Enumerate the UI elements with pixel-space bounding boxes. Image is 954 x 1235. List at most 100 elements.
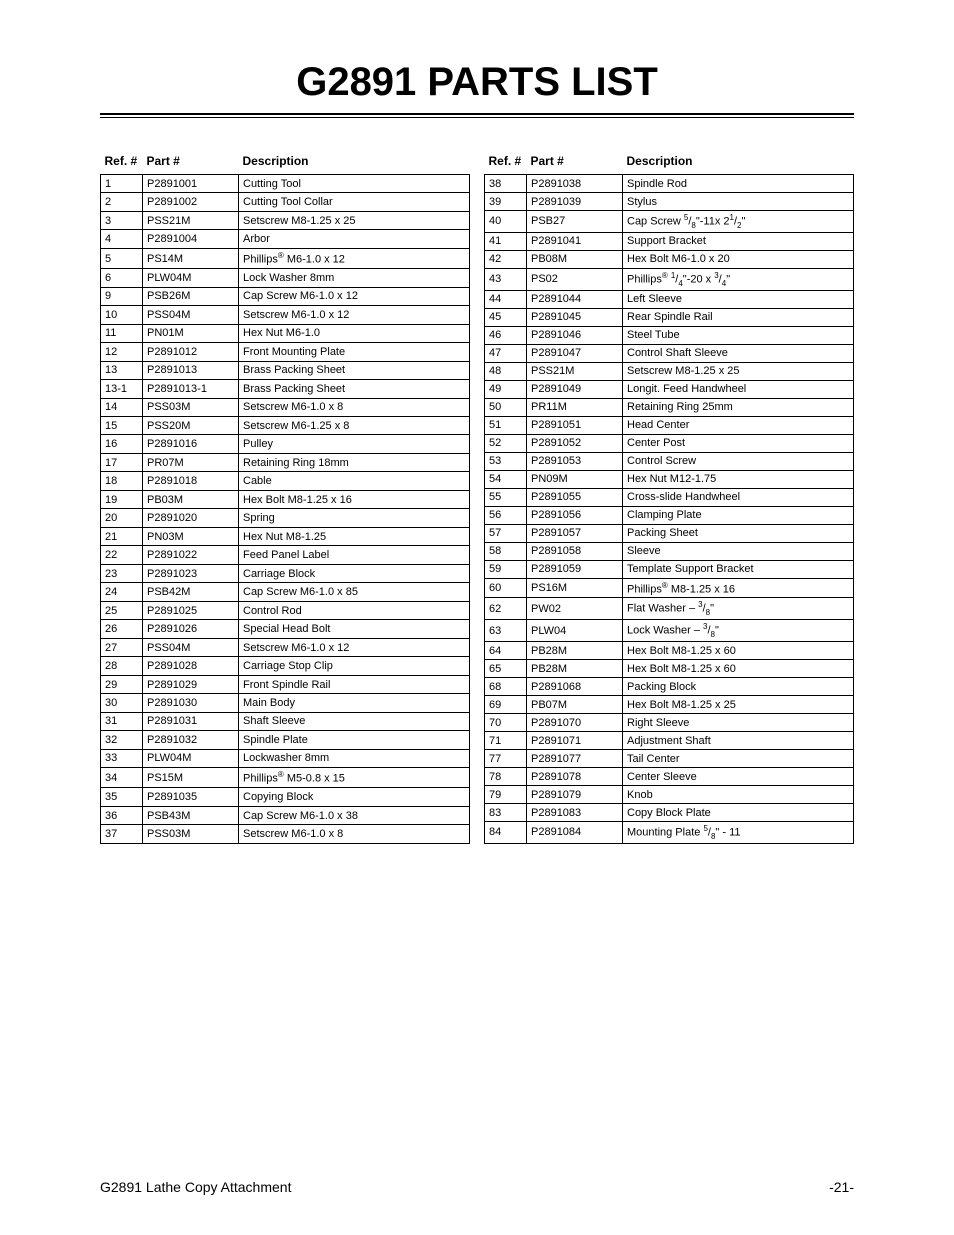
cell-ref: 26 xyxy=(101,620,143,638)
cell-desc: Cable xyxy=(239,472,470,490)
cell-ref: 24 xyxy=(101,583,143,601)
cell-desc: Front Mounting Plate xyxy=(239,343,470,361)
cell-part: PSS04M xyxy=(143,306,239,324)
table-row: 12P2891012Front Mounting Plate xyxy=(101,343,470,361)
table-row: 41P2891041Support Bracket xyxy=(485,232,854,250)
table-row: 79P2891079Knob xyxy=(485,786,854,804)
cell-part: PB28M xyxy=(527,660,623,678)
cell-desc: Setscrew M8-1.25 x 25 xyxy=(623,362,854,380)
cell-ref: 44 xyxy=(485,290,527,308)
col-desc: Description xyxy=(239,152,470,175)
cell-part: P2891049 xyxy=(527,380,623,398)
cell-part: P2891032 xyxy=(143,731,239,749)
table-row: 6PLW04MLock Washer 8mm xyxy=(101,269,470,287)
cell-part: P2891020 xyxy=(143,509,239,527)
cell-desc: Cap Screw M6-1.0 x 38 xyxy=(239,806,470,824)
cell-ref: 19 xyxy=(101,490,143,508)
cell-part: P2891001 xyxy=(143,175,239,193)
cell-part: PSB27 xyxy=(527,211,623,233)
table-row: 63PLW04Lock Washer – 3/8" xyxy=(485,620,854,642)
cell-desc: Setscrew M6-1.0 x 8 xyxy=(239,398,470,416)
cell-ref: 77 xyxy=(485,750,527,768)
cell-ref: 65 xyxy=(485,660,527,678)
cell-part: PR07M xyxy=(143,453,239,471)
cell-part: PS16M xyxy=(527,578,623,598)
cell-part: PS15M xyxy=(143,768,239,788)
cell-part: P2891029 xyxy=(143,675,239,693)
cell-desc: Lock Washer – 3/8" xyxy=(623,620,854,642)
cell-ref: 55 xyxy=(485,488,527,506)
cell-part: P2891030 xyxy=(143,694,239,712)
table-row: 20P2891020Spring xyxy=(101,509,470,527)
cell-part: PSS21M xyxy=(527,362,623,380)
table-row: 19PB03MHex Bolt M8-1.25 x 16 xyxy=(101,490,470,508)
cell-ref: 29 xyxy=(101,675,143,693)
cell-desc: Spindle Plate xyxy=(239,731,470,749)
table-row: 57P2891057Packing Sheet xyxy=(485,524,854,542)
table-row: 5PS14MPhillips® M6-1.0 x 12 xyxy=(101,248,470,268)
cell-ref: 63 xyxy=(485,620,527,642)
table-row: 71P2891071Adjustment Shaft xyxy=(485,732,854,750)
cell-part: P2891047 xyxy=(527,344,623,362)
cell-ref: 79 xyxy=(485,786,527,804)
footer-right: -21- xyxy=(829,1179,854,1195)
cell-part: P2891041 xyxy=(527,232,623,250)
cell-part: P2891057 xyxy=(527,524,623,542)
cell-ref: 50 xyxy=(485,398,527,416)
footer-left: G2891 Lathe Copy Attachment xyxy=(100,1179,291,1195)
table-row: 65PB28MHex Bolt M8-1.25 x 60 xyxy=(485,660,854,678)
table-row: 62PW02Flat Washer – 3/8" xyxy=(485,598,854,620)
cell-desc: Right Sleeve xyxy=(623,714,854,732)
cell-part: PB08M xyxy=(527,250,623,268)
table-row: 47P2891047Control Shaft Sleeve xyxy=(485,344,854,362)
cell-desc: Phillips® M6-1.0 x 12 xyxy=(239,248,470,268)
cell-ref: 51 xyxy=(485,416,527,434)
table-row: 42PB08MHex Bolt M6-1.0 x 20 xyxy=(485,250,854,268)
cell-ref: 52 xyxy=(485,434,527,452)
cell-part: PSB42M xyxy=(143,583,239,601)
cell-ref: 41 xyxy=(485,232,527,250)
cell-desc: Phillips® 1/4"-20 x 3/4" xyxy=(623,268,854,290)
cell-desc: Retaining Ring 18mm xyxy=(239,453,470,471)
table-row: 83P2891083Copy Block Plate xyxy=(485,804,854,822)
cell-part: P2891045 xyxy=(527,308,623,326)
table-row: 70P2891070Right Sleeve xyxy=(485,714,854,732)
table-row: 40PSB27Cap Screw 5/8"-11x 21/2" xyxy=(485,211,854,233)
cell-ref: 78 xyxy=(485,768,527,786)
cell-part: PS02 xyxy=(527,268,623,290)
cell-part: P2891068 xyxy=(527,678,623,696)
cell-part: PLW04 xyxy=(527,620,623,642)
cell-part: PSS04M xyxy=(143,638,239,656)
table-row: 28P2891028Carriage Stop Clip xyxy=(101,657,470,675)
cell-ref: 36 xyxy=(101,806,143,824)
cell-ref: 23 xyxy=(101,564,143,582)
cell-ref: 20 xyxy=(101,509,143,527)
cell-desc: Brass Packing Sheet xyxy=(239,361,470,379)
cell-ref: 15 xyxy=(101,416,143,434)
cell-part: P2891004 xyxy=(143,230,239,248)
cell-desc: Flat Washer – 3/8" xyxy=(623,598,854,620)
table-row: 45P2891045Rear Spindle Rail xyxy=(485,308,854,326)
table-row: 14PSS03MSetscrew M6-1.0 x 8 xyxy=(101,398,470,416)
cell-desc: Center Sleeve xyxy=(623,768,854,786)
cell-desc: Special Head Bolt xyxy=(239,620,470,638)
cell-desc: Lockwasher 8mm xyxy=(239,749,470,767)
table-row: 48PSS21MSetscrew M8-1.25 x 25 xyxy=(485,362,854,380)
table-row: 16P2891016Pulley xyxy=(101,435,470,453)
cell-part: PR11M xyxy=(527,398,623,416)
cell-part: P2891016 xyxy=(143,435,239,453)
cell-ref: 48 xyxy=(485,362,527,380)
cell-part: P2891046 xyxy=(527,326,623,344)
cell-part: PLW04M xyxy=(143,749,239,767)
cell-part: P2891079 xyxy=(527,786,623,804)
cell-desc: Lock Washer 8mm xyxy=(239,269,470,287)
cell-ref: 69 xyxy=(485,696,527,714)
table-row: 32P2891032Spindle Plate xyxy=(101,731,470,749)
cell-ref: 47 xyxy=(485,344,527,362)
cell-desc: Spring xyxy=(239,509,470,527)
cell-desc: Adjustment Shaft xyxy=(623,732,854,750)
cell-desc: Mounting Plate 5/8" - 11 xyxy=(623,822,854,844)
cell-ref: 34 xyxy=(101,768,143,788)
table-row: 10PSS04MSetscrew M6-1.0 x 12 xyxy=(101,306,470,324)
cell-desc: Arbor xyxy=(239,230,470,248)
